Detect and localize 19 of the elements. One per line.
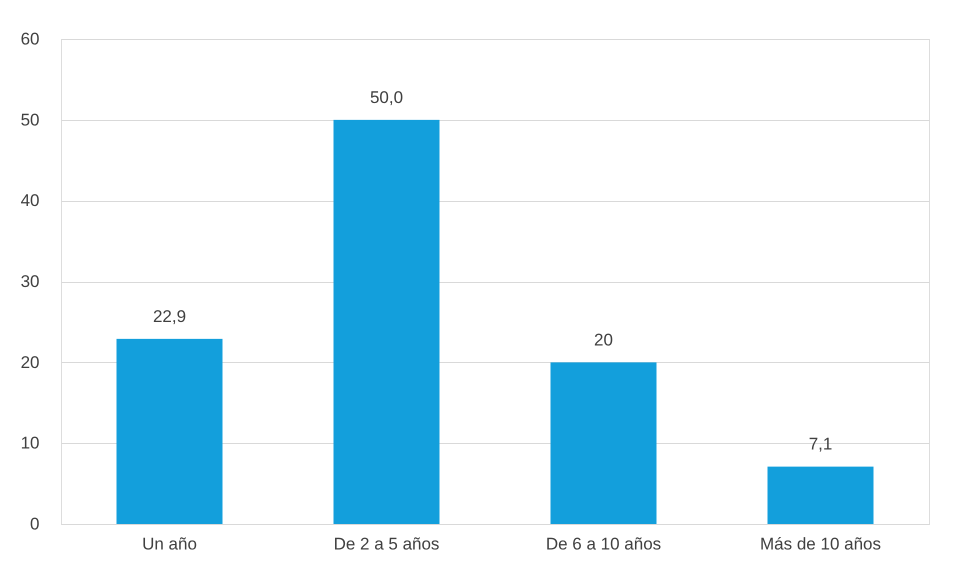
y-tick-label: 20 xyxy=(20,352,40,372)
x-tick-label: De 6 a 10 años xyxy=(546,534,662,554)
y-tick-label: 50 xyxy=(20,110,40,130)
y-tick-label: 10 xyxy=(20,434,40,453)
y-tick-label: 30 xyxy=(20,272,40,291)
y-tick-label: 40 xyxy=(20,191,40,210)
y-tick-label: 60 xyxy=(20,30,40,48)
data-label: 20 xyxy=(594,330,613,350)
x-tick-label: De 2 a 5 años xyxy=(334,534,440,554)
x-tick-label: Un año xyxy=(142,534,197,554)
bar xyxy=(768,466,874,524)
x-tick-label: Más de 10 años xyxy=(760,534,881,554)
bar xyxy=(116,338,222,524)
bar xyxy=(550,362,656,524)
data-label: 22,9 xyxy=(152,306,186,326)
data-label: 50,0 xyxy=(370,88,404,107)
bar xyxy=(334,120,440,524)
data-label: 7,1 xyxy=(808,434,832,454)
y-tick-label: 0 xyxy=(30,514,40,534)
